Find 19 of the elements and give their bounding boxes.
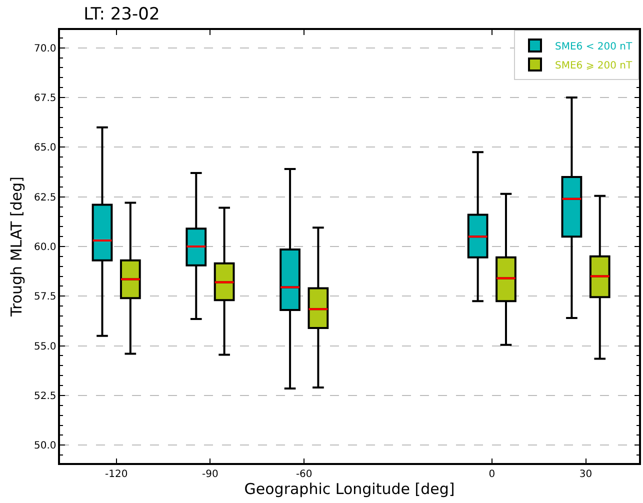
x-tick-label: -90 bbox=[202, 468, 218, 480]
y-tick-label: 67.5 bbox=[34, 93, 56, 104]
y-tick-label: 62.5 bbox=[34, 192, 56, 204]
chart-title: LT: 23-02 bbox=[84, 4, 160, 24]
x-tick-label: -120 bbox=[104, 468, 128, 480]
y-axis-title: Trough MLAT [deg] bbox=[8, 176, 26, 318]
y-tick-label: 60.0 bbox=[34, 242, 56, 253]
y-tick-label: 65.0 bbox=[34, 142, 56, 154]
x-tick-label: -60 bbox=[296, 468, 312, 480]
y-tick-label: 57.5 bbox=[34, 292, 56, 303]
legend-label: SME6 ⩾ 200 nT bbox=[555, 60, 633, 72]
legend-label: SME6 < 200 nT bbox=[555, 41, 633, 52]
y-tick-label: 70.0 bbox=[34, 43, 56, 54]
y-tick-label: 50.0 bbox=[34, 440, 56, 452]
x-tick-label: 30 bbox=[579, 468, 592, 480]
y-tick-label: 52.5 bbox=[34, 390, 56, 402]
x-tick-label: 0 bbox=[488, 468, 496, 480]
y-tick-label: 55.0 bbox=[34, 341, 56, 352]
x-axis-title: Geographic Longitude [deg] bbox=[244, 480, 455, 498]
